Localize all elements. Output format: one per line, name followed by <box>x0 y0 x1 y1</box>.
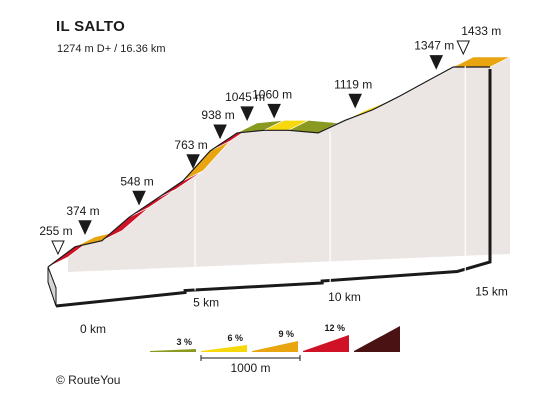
elevation-marker-triangle <box>213 124 227 140</box>
elevation-marker-label: 1433 m <box>461 24 501 38</box>
elevation-marker-label: 1045 m <box>225 90 265 104</box>
elevation-marker-label: 1347 m <box>414 39 454 53</box>
legend-label: 6 % <box>227 333 243 343</box>
legend-label: 12 % <box>324 323 345 333</box>
legend-label: 3 % <box>176 337 192 347</box>
elevation-marker-triangle <box>186 154 200 169</box>
elevation-marker-label: 374 m <box>66 204 99 218</box>
km-grid: 0 km 5 km 10 km 15 km <box>80 66 508 336</box>
elevation-marker-triangle <box>78 220 92 235</box>
legend-swatch <box>252 341 298 352</box>
elevation-marker-label: 548 m <box>120 174 153 188</box>
elevation-marker-label: 938 m <box>201 108 234 122</box>
profile-face <box>68 57 510 272</box>
elevation-marker-triangle <box>267 103 281 119</box>
km-tick-label: 0 km <box>80 322 106 336</box>
elevation-marker-triangle <box>132 190 146 206</box>
elevation-marker-triangle <box>51 240 65 256</box>
profile-front <box>47 266 57 307</box>
legend-swatch <box>150 349 196 352</box>
legend-swatch <box>303 335 349 352</box>
chart-subtitle: 1274 m D+ / 16.36 km <box>57 43 166 55</box>
chart-title: IL SALTO <box>56 18 126 35</box>
elevation-marker-triangle <box>456 40 471 56</box>
elevation-marker-triangle <box>429 55 444 70</box>
profile-front-line <box>47 66 490 268</box>
km-tick-label: 10 km <box>328 290 361 304</box>
legend-label: 9 % <box>278 329 294 339</box>
elevation-marker-triangle <box>240 106 254 122</box>
km-tick-label: 15 km <box>475 284 508 298</box>
grade-segments <box>47 56 511 268</box>
elevation-marker-label: 1119 m <box>334 77 372 91</box>
elevation-marker-label: 1060 m <box>252 87 292 101</box>
scale-bar-label: 1000 m <box>230 361 270 375</box>
elevation-marker-label: 255 m <box>39 224 72 238</box>
km-tick-label: 5 km <box>193 295 219 309</box>
grade-legend: 3 % 6 % 9 % 12 % 1000 m <box>150 323 400 375</box>
legend-swatch <box>354 326 400 352</box>
routeyou-credit: © RouteYou <box>56 373 121 387</box>
profile-base <box>47 57 510 308</box>
elevation-marker-triangle <box>348 93 362 109</box>
profile-base-edge <box>55 69 492 308</box>
legend-swatch <box>201 345 247 352</box>
elevation-marker-label: 763 m <box>174 138 207 152</box>
